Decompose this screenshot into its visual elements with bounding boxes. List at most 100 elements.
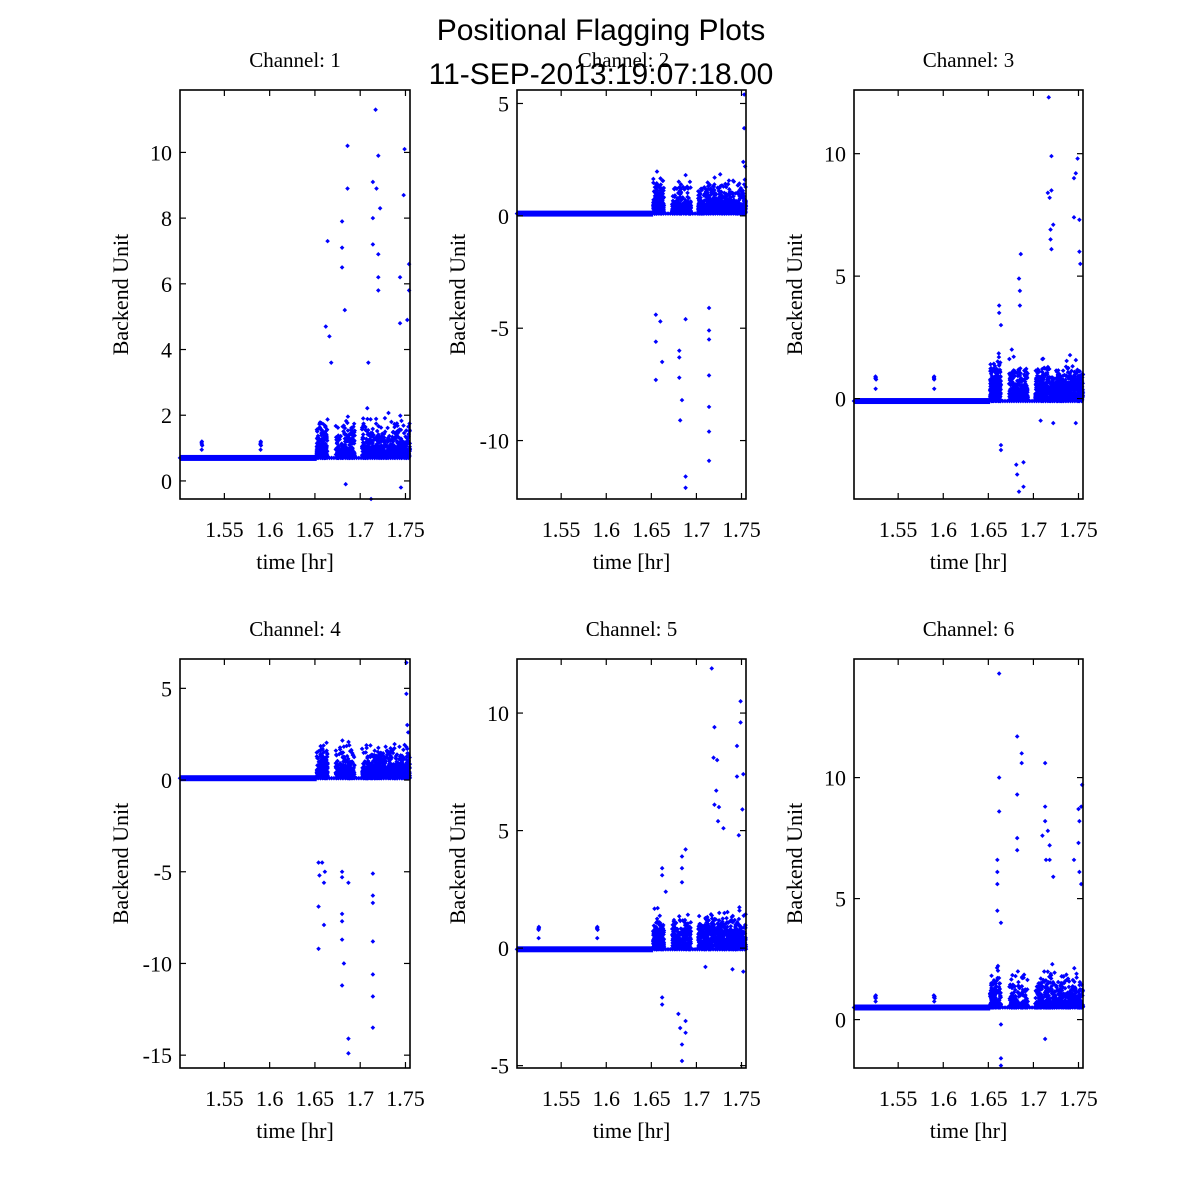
burst-point bbox=[653, 199, 658, 205]
burst-point bbox=[1017, 366, 1023, 371]
burst-point bbox=[696, 201, 702, 206]
burst-point bbox=[321, 443, 327, 449]
y-tick-label: -10 bbox=[480, 429, 509, 454]
outlier-point bbox=[339, 265, 345, 270]
burst-point bbox=[678, 189, 684, 195]
burst-point bbox=[387, 433, 392, 439]
burst-point bbox=[722, 196, 728, 201]
burst-point bbox=[988, 362, 993, 367]
x-tick-label: 1.75 bbox=[386, 517, 425, 542]
burst-point bbox=[394, 759, 399, 765]
burst-point bbox=[323, 424, 328, 430]
burst-point bbox=[1044, 379, 1049, 385]
burst-point bbox=[705, 210, 710, 216]
burst-point bbox=[371, 454, 377, 459]
burst-point bbox=[314, 429, 320, 434]
burst-point bbox=[712, 208, 718, 214]
outlier-point bbox=[370, 242, 376, 247]
burst-point bbox=[1076, 398, 1081, 403]
y-tick-label: 0 bbox=[161, 469, 172, 494]
outlier-point bbox=[345, 186, 350, 191]
burst-point bbox=[996, 363, 1002, 368]
y-tick-label: 0 bbox=[835, 387, 846, 412]
y-axis-label: Backend Unit bbox=[108, 234, 133, 356]
burst-point bbox=[315, 754, 321, 760]
burst-point bbox=[659, 189, 665, 195]
burst-point bbox=[390, 429, 396, 435]
burst-point bbox=[324, 764, 329, 770]
burst-point bbox=[685, 198, 690, 204]
burst-point bbox=[1071, 386, 1077, 392]
burst-point bbox=[352, 428, 357, 433]
burst-point bbox=[316, 759, 322, 765]
burst-point bbox=[335, 759, 340, 764]
burst-point bbox=[712, 191, 718, 196]
outlier-point bbox=[377, 205, 383, 211]
outlier-point bbox=[740, 159, 746, 165]
burst-point bbox=[1071, 381, 1077, 386]
x-tick-label: 1.6 bbox=[930, 517, 958, 542]
burst-point bbox=[389, 419, 394, 425]
outlier-point bbox=[683, 316, 688, 322]
outlier-point bbox=[1013, 462, 1019, 468]
burst-point bbox=[679, 204, 684, 210]
burst-point bbox=[1043, 397, 1049, 403]
outlier-point bbox=[659, 359, 665, 365]
burst-point bbox=[652, 195, 658, 201]
burst-point bbox=[741, 208, 747, 213]
burst-point bbox=[742, 202, 748, 208]
burst-point bbox=[362, 455, 368, 461]
burst-point bbox=[729, 201, 735, 207]
y-tick-label: -5 bbox=[491, 316, 509, 341]
burst-point bbox=[670, 203, 675, 209]
y-tick-label: 6 bbox=[161, 272, 172, 297]
y-axis-label: Backend Unit bbox=[445, 234, 470, 356]
burst-point bbox=[1041, 380, 1046, 385]
bump-point bbox=[873, 386, 878, 392]
burst-point bbox=[404, 453, 410, 459]
panel-channel-4: Channel: 41.55 1.6 1.65 1.7 1.75-15-10-505ti… bbox=[108, 617, 425, 1143]
burst-point bbox=[338, 767, 343, 773]
burst-point bbox=[389, 755, 394, 760]
burst-point bbox=[403, 428, 409, 433]
outlier-point bbox=[1049, 188, 1054, 193]
outlier-point bbox=[1049, 246, 1054, 252]
outlier-point bbox=[998, 447, 1004, 453]
burst-point bbox=[389, 447, 394, 453]
burst-point bbox=[345, 420, 350, 426]
burst-point bbox=[998, 394, 1003, 399]
burst-point bbox=[708, 192, 714, 198]
x-axis-label: time [hr] bbox=[930, 549, 1008, 574]
burst-point bbox=[336, 771, 342, 776]
burst-point bbox=[1075, 382, 1080, 387]
burst-point bbox=[1023, 374, 1029, 380]
outlier-point bbox=[676, 355, 682, 360]
burst-point bbox=[675, 197, 680, 203]
outlier-point bbox=[698, 186, 704, 192]
outlier-point bbox=[653, 339, 659, 344]
burst-point bbox=[686, 209, 692, 215]
outlier-point bbox=[683, 474, 688, 479]
outlier-point bbox=[376, 153, 381, 159]
burst-point bbox=[1069, 397, 1074, 403]
outlier-point bbox=[653, 312, 659, 318]
outlier-point bbox=[1073, 420, 1079, 426]
outlier-point bbox=[1021, 459, 1026, 465]
burst-point bbox=[335, 425, 341, 430]
burst-point bbox=[710, 184, 716, 189]
burst-point bbox=[728, 198, 733, 203]
burst-point bbox=[1016, 369, 1022, 375]
burst-point bbox=[1054, 369, 1060, 375]
burst-point bbox=[345, 756, 351, 762]
burst-point bbox=[715, 185, 720, 191]
outlier-point bbox=[370, 179, 376, 185]
burst-point bbox=[324, 740, 329, 746]
burst-point bbox=[323, 761, 328, 767]
burst-point bbox=[335, 772, 341, 778]
y-tick-label: 2 bbox=[161, 403, 172, 428]
burst-point bbox=[365, 416, 370, 422]
burst-point bbox=[989, 393, 995, 399]
burst-point bbox=[729, 207, 734, 213]
burst-point bbox=[376, 745, 381, 751]
